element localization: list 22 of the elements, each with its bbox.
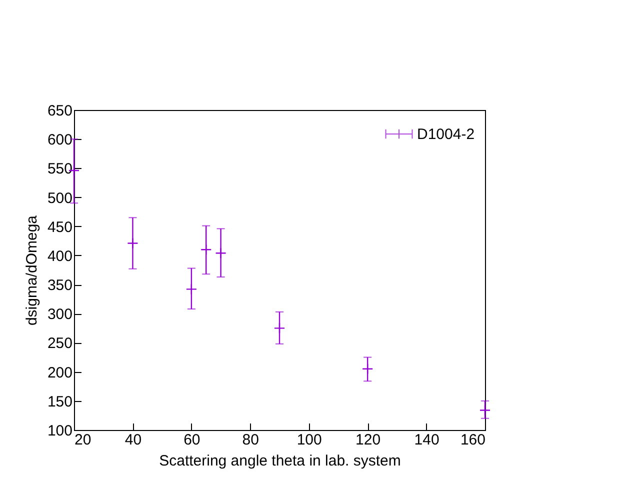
x-tick-label: 100 <box>296 432 322 448</box>
y-tick-label: 650 <box>47 102 72 120</box>
x-tick-label: 140 <box>414 432 440 448</box>
x-tick-label: 80 <box>242 432 259 448</box>
y-tick-label: 550 <box>47 160 72 178</box>
y-tick-label: 500 <box>47 190 72 207</box>
x-axis-title: Scattering angle theta in lab. system <box>159 452 401 470</box>
y-axis-title: dsigma/dOmega <box>23 214 40 326</box>
x-tick-label: 40 <box>124 432 142 448</box>
x-tick-label: 60 <box>184 432 200 448</box>
x-tick-label: 160 <box>460 432 486 448</box>
y-tick-label: 300 <box>47 306 72 324</box>
x-tick-label: 120 <box>356 432 381 448</box>
x-tick-label: 20 <box>74 432 92 448</box>
y-tick-label: 250 <box>47 335 72 352</box>
y-tick-label: 450 <box>47 218 72 236</box>
y-tick-label: 200 <box>47 364 72 382</box>
legend-label: D1004-2 <box>417 126 475 143</box>
y-tick-label: 600 <box>47 132 72 149</box>
y-tick-label: 350 <box>47 277 72 294</box>
y-tick-label: 400 <box>47 248 72 265</box>
y-tick-label: 150 <box>47 393 72 410</box>
